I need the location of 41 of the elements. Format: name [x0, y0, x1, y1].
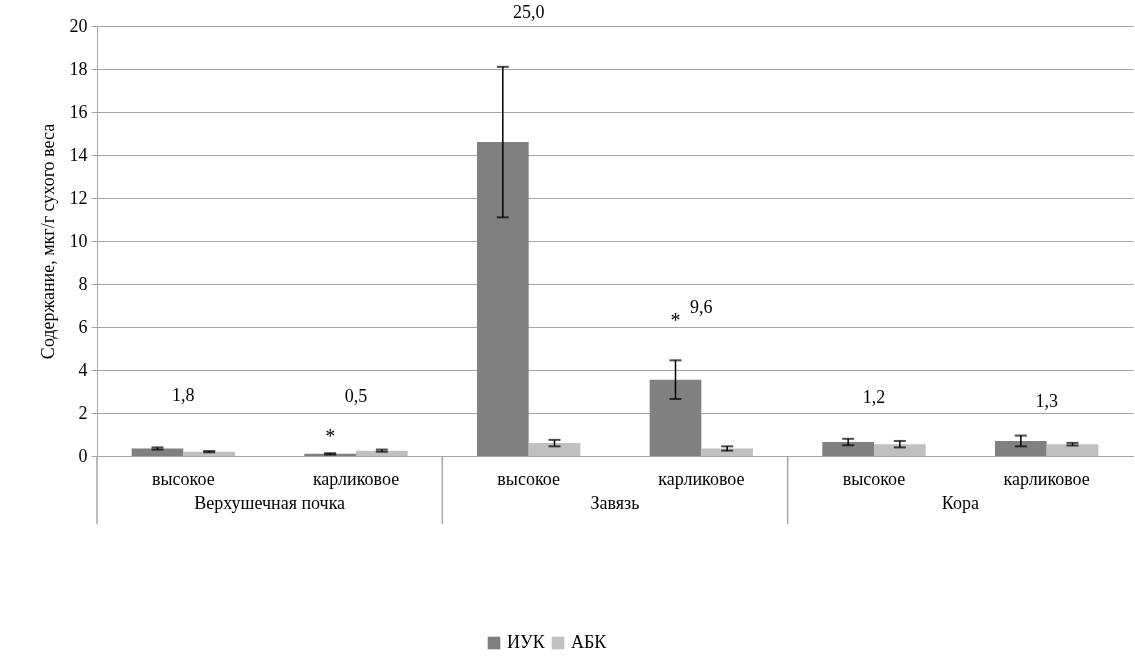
y-tick-label: 12 [69, 187, 88, 208]
bar [476, 142, 529, 456]
annotation: 1,2 [862, 386, 886, 407]
y-axis-title: Содержание, мкг/г сухого веса [37, 123, 58, 360]
text: Завязь [590, 493, 640, 513]
bar [528, 443, 581, 456]
annotation: 1,3 [1035, 391, 1058, 412]
text: 25,0 [512, 2, 545, 23]
x-tick-label: высокое [497, 468, 560, 489]
annotation: * [325, 424, 336, 447]
y-tick-label: 8 [78, 273, 88, 294]
y-tick-label: 18 [69, 58, 88, 79]
y-tick-label: 0 [78, 445, 88, 466]
y-tick-label: 14 [69, 144, 88, 165]
y-tick-label: 6 [78, 316, 88, 337]
legend-label: АБК [571, 632, 608, 652]
y-tick-label: 20 [69, 15, 88, 36]
x-tick-label: карликовое [658, 468, 745, 489]
bar [649, 379, 702, 456]
bar [994, 440, 1047, 456]
text: Кора [941, 493, 979, 513]
text: Верхушечная почка [194, 493, 346, 513]
bar [1046, 444, 1099, 456]
x-tick-label: высокое [152, 468, 215, 489]
x-tick-label: карликовое [312, 468, 400, 489]
y-tick-label: 16 [69, 101, 88, 122]
x-tick-label: высокое [842, 468, 906, 489]
y-tick-label: 2 [78, 402, 88, 423]
bar [874, 444, 926, 456]
bar [183, 451, 236, 456]
bar [822, 442, 874, 456]
annotation: 9,6 [690, 296, 713, 317]
legend-label: ИУК [507, 632, 546, 652]
annotation: 1,8 [172, 384, 195, 405]
bar [131, 448, 184, 456]
bar [701, 448, 754, 456]
annotation: * [670, 308, 681, 331]
y-tick-label: 10 [69, 230, 88, 251]
y-tick-label: 4 [78, 359, 88, 380]
annotation: 0,5 [344, 385, 368, 406]
x-tick-label: карликовое [1003, 468, 1090, 489]
